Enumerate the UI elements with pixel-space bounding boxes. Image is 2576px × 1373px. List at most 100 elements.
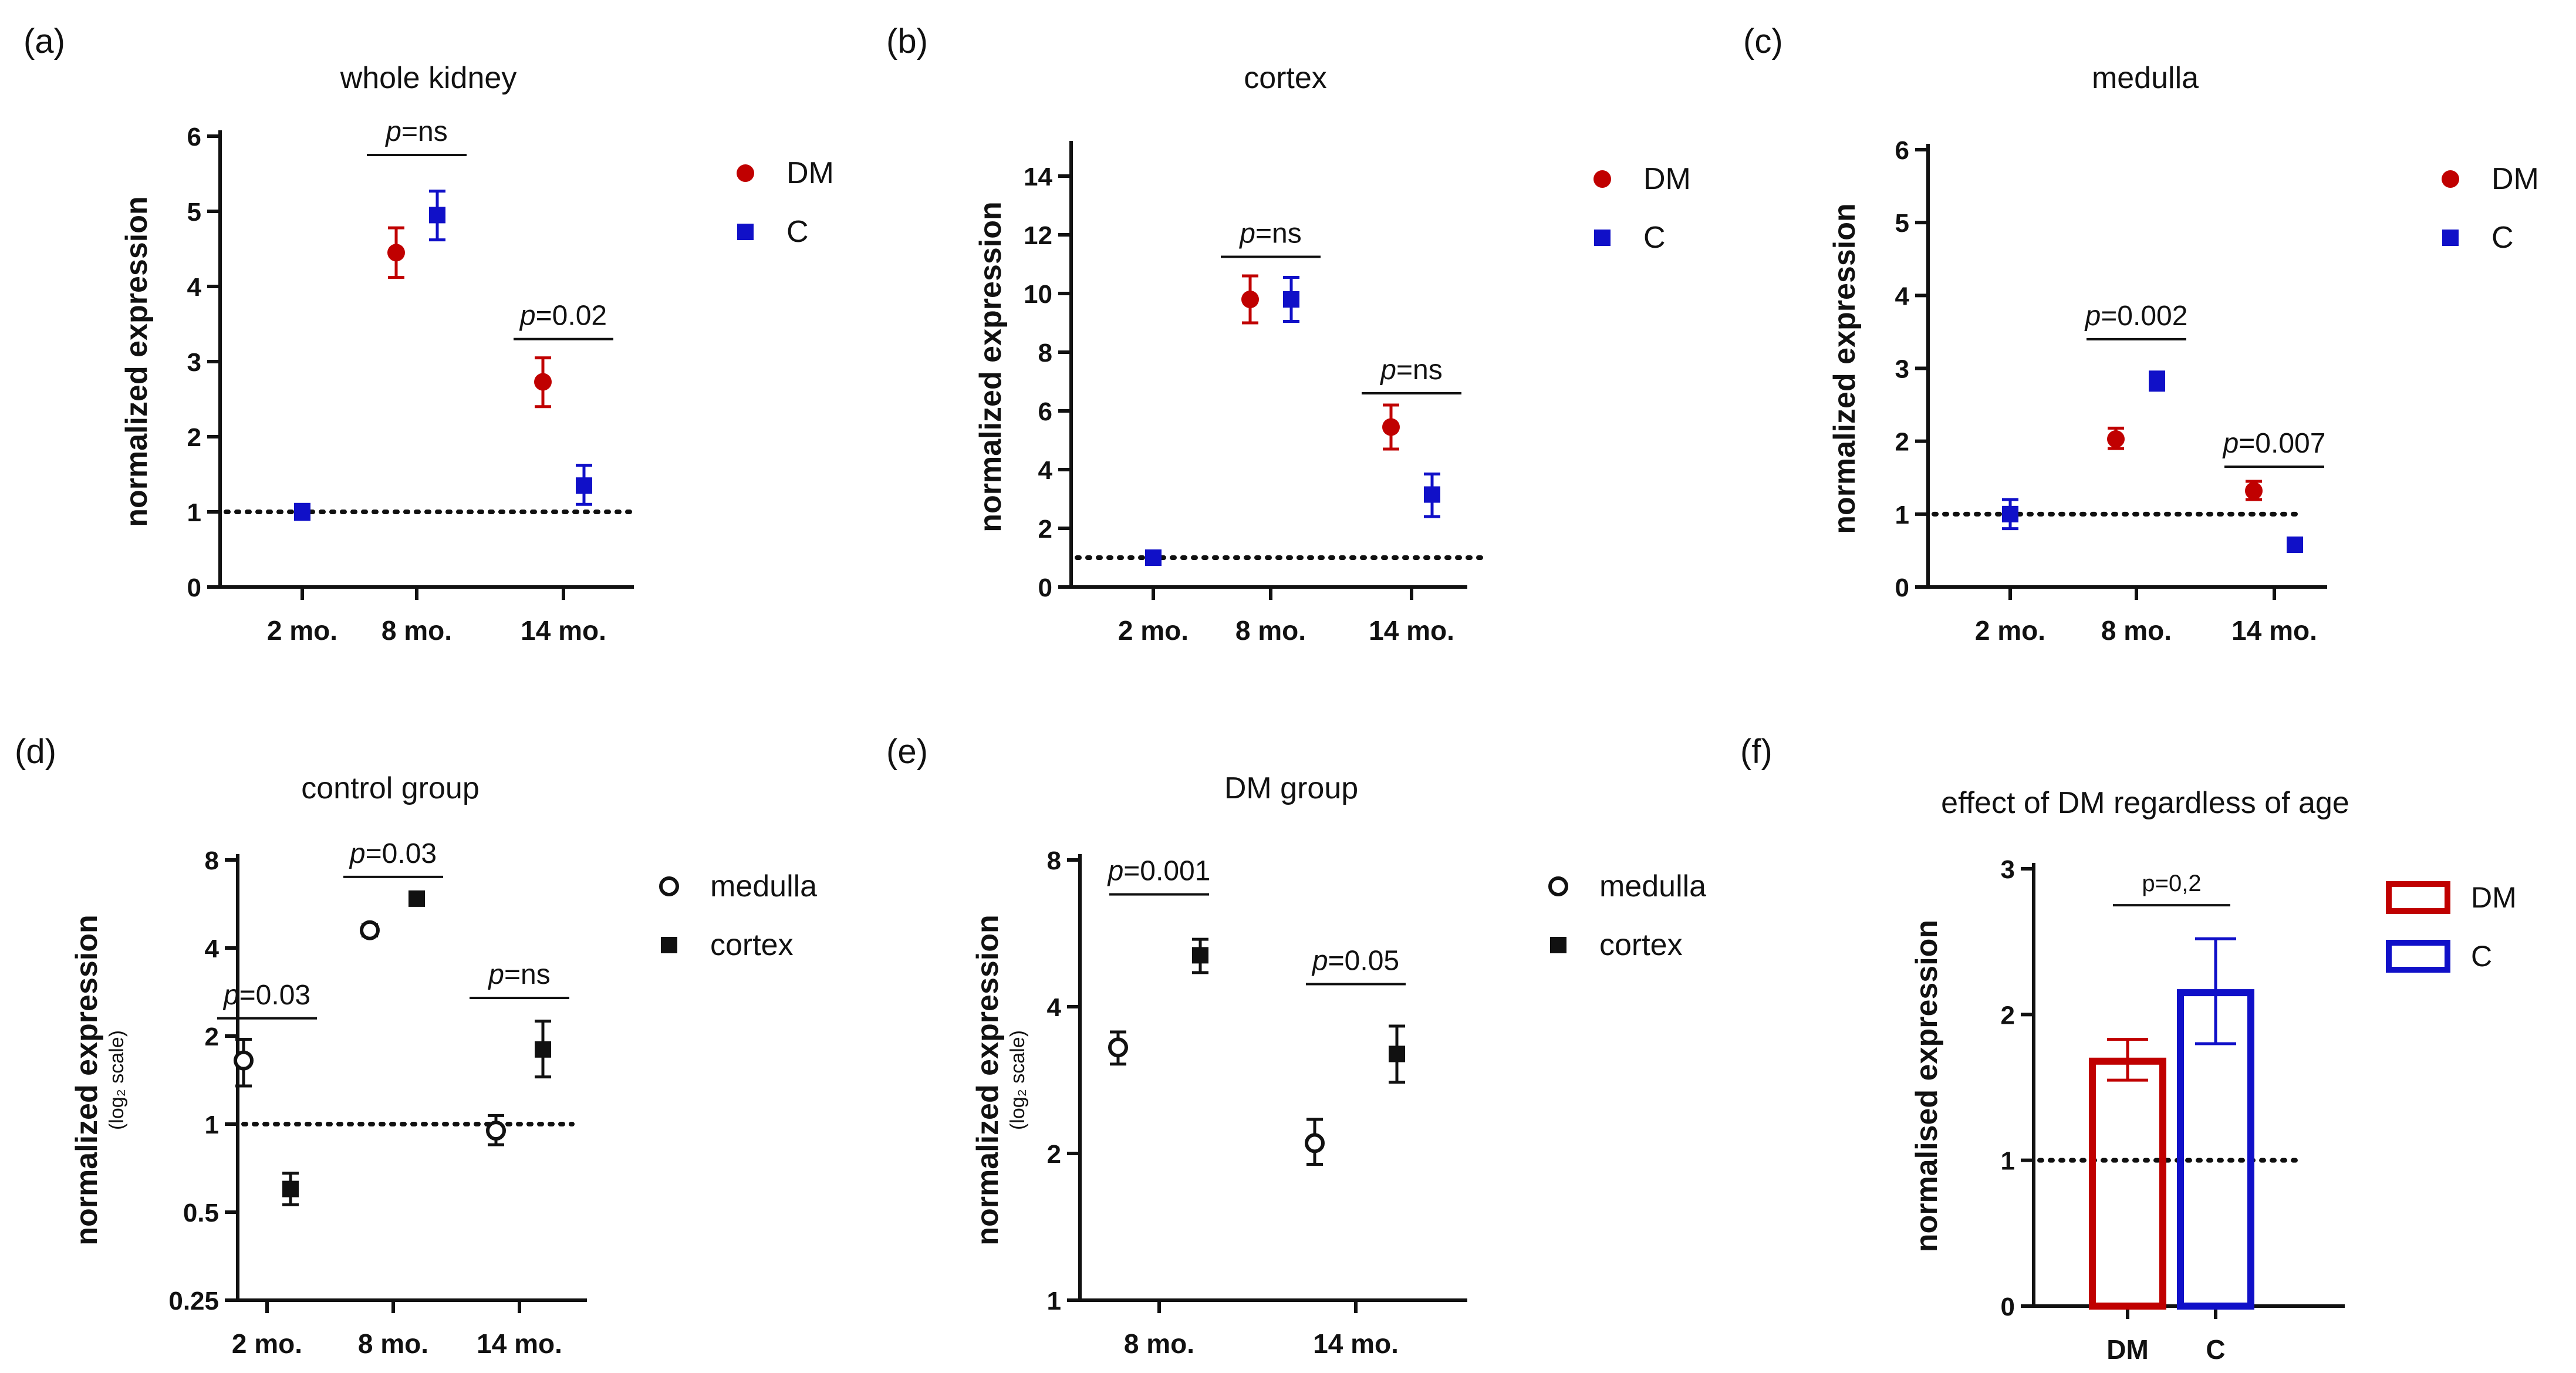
y-tick-label-b: 4 xyxy=(1038,456,1053,485)
legend-marker-C xyxy=(1594,230,1611,246)
panel-d: (d) control group normalized expression (lo… xyxy=(15,733,817,1359)
panel-label-a: (a) xyxy=(23,22,65,60)
data-point-C xyxy=(1283,291,1299,308)
y-tick-label-a: 0 xyxy=(187,574,201,602)
x-tick-label-e: 14 mo. xyxy=(1313,1328,1399,1359)
legend-label-DM: DM xyxy=(1643,162,1691,196)
significance-label-e-value: =0.05 xyxy=(1328,946,1399,977)
panel-a: (a) whole kidney normalized expression 0 1 2 3… xyxy=(23,22,834,646)
significance-label-a-value: =ns xyxy=(401,116,448,147)
data-point-C xyxy=(2287,536,2303,553)
legend-marker-cortex xyxy=(661,937,677,953)
chart-title-e: DM group xyxy=(1224,771,1358,805)
legend-marker-medulla xyxy=(1548,876,1568,896)
significance-label-b-prefix: p xyxy=(1379,355,1396,386)
panel-e: (e) DM group normalized expression (log₂ sc… xyxy=(886,733,1706,1359)
legend-marker-C xyxy=(737,224,754,240)
panel-b: (b) cortex normalized expression 0 2 4 6 8 10 12 1… xyxy=(886,22,1691,646)
data-point-C xyxy=(2002,505,2018,522)
y-tick-label-c: 5 xyxy=(1895,209,1909,238)
data-point-medulla xyxy=(360,920,380,940)
y-tick-label-e: 1 xyxy=(1047,1287,1061,1315)
significance-label-b: p=ns xyxy=(1238,218,1301,249)
y-tick-label-a: 6 xyxy=(187,123,201,151)
legend-marker-DM xyxy=(2442,170,2459,188)
y-tick-label-c: 2 xyxy=(1895,428,1909,457)
significance-label-d: p=ns xyxy=(487,959,550,990)
panel-label-d: (d) xyxy=(15,733,56,771)
data-point-C xyxy=(1424,486,1440,503)
legend-label-DM: DM xyxy=(786,156,834,190)
significance-label-d-value: =0.03 xyxy=(366,838,437,869)
significance-label-e: p=0.001 xyxy=(1107,856,1211,887)
data-point-C xyxy=(576,477,592,494)
y-axis-label-e: normalized expression xyxy=(971,915,1005,1246)
y-tick-label-b: 10 xyxy=(1024,280,1052,309)
chart-title-c: medulla xyxy=(2092,61,2199,95)
y-tick-label-b: 6 xyxy=(1038,397,1052,426)
x-tick-label-d: 8 mo. xyxy=(358,1328,428,1359)
data-point-medulla xyxy=(486,1121,506,1141)
y-tick-label-d: 0.5 xyxy=(183,1199,219,1227)
y-axis-label-d: normalized expression xyxy=(70,915,104,1246)
y-tick-label-f: 3 xyxy=(2001,855,2015,884)
data-point-cortex xyxy=(1192,947,1208,964)
y-tick-label-c: 3 xyxy=(1895,355,1909,384)
data-point-cortex xyxy=(282,1180,299,1197)
significance-label-d: p=0.03 xyxy=(222,980,310,1011)
legend-label-C: C xyxy=(786,215,809,249)
legend-label-DM: DM xyxy=(2491,162,2539,196)
significance-label-a-prefix: p xyxy=(519,301,536,332)
significance-label-b-value: =ns xyxy=(1255,218,1302,249)
y-tick-label-f: 1 xyxy=(2001,1147,2015,1176)
significance-label-c-value: =0.007 xyxy=(2239,428,2325,459)
y-tick-label-d: 1 xyxy=(205,1111,219,1139)
y-tick-label-a: 4 xyxy=(187,273,202,302)
significance-label-c-value: =0.002 xyxy=(2101,301,2187,332)
legend-label-C: C xyxy=(1643,221,1666,255)
legend-swatch-C xyxy=(2386,940,2450,973)
x-tick-label-f: DM xyxy=(2106,1334,2149,1365)
y-tick-label-e: 8 xyxy=(1047,846,1061,875)
panel-f: (f) effect of DM regardless of age normali… xyxy=(1740,733,2517,1365)
y-tick-label-a: 2 xyxy=(187,423,201,452)
x-tick-label-c: 2 mo. xyxy=(1975,615,2045,646)
legend-marker-DM xyxy=(737,164,754,182)
significance-label-d-value: =ns xyxy=(504,959,551,990)
significance-label-c-prefix: p xyxy=(2084,301,2101,332)
y-tick-label-e: 4 xyxy=(1047,993,1062,1022)
y-tick-label-a: 5 xyxy=(187,198,201,227)
data-point-DM xyxy=(534,373,552,391)
significance-label-d-prefix: p xyxy=(222,980,239,1011)
chart-title-b: cortex xyxy=(1244,61,1327,95)
data-point-cortex xyxy=(535,1041,551,1058)
y-tick-label-c: 4 xyxy=(1895,282,1910,311)
legend-label-medulla: medulla xyxy=(1599,869,1706,903)
significance-label-c: p=0.002 xyxy=(2084,301,2188,332)
significance-label-a: p=0.02 xyxy=(519,301,607,332)
y-tick-label-e: 2 xyxy=(1047,1140,1061,1169)
significance-label-a-value: =0.02 xyxy=(536,301,607,332)
significance-label-e-prefix: p xyxy=(1311,946,1328,977)
panel-label-f: (f) xyxy=(1740,733,1773,771)
data-point-C xyxy=(2149,373,2165,390)
y-tick-label-d: 2 xyxy=(205,1023,219,1051)
y-tick-label-c: 1 xyxy=(1895,501,1909,529)
y-tick-label-a: 3 xyxy=(187,348,201,377)
y-axis-sublabel-d: (log₂ scale) xyxy=(106,1030,128,1130)
significance-label-d-prefix: p xyxy=(487,959,504,990)
significance-label-e-prefix: p xyxy=(1107,856,1124,887)
y-tick-label-b: 0 xyxy=(1038,574,1052,602)
y-tick-label-b: 8 xyxy=(1038,339,1052,367)
data-point-DM xyxy=(2245,482,2263,500)
significance-label-d-value: =0.03 xyxy=(239,980,310,1011)
x-tick-label-f: C xyxy=(2206,1334,2225,1365)
x-tick-label-b: 14 mo. xyxy=(1369,615,1454,646)
data-point-cortex xyxy=(408,890,425,907)
x-tick-label-d: 2 mo. xyxy=(232,1328,302,1359)
significance-label-b-prefix: p xyxy=(1238,218,1255,249)
y-tick-label-b: 12 xyxy=(1024,221,1052,250)
significance-label-d-prefix: p xyxy=(349,838,366,869)
x-tick-label-b: 8 mo. xyxy=(1235,615,1306,646)
